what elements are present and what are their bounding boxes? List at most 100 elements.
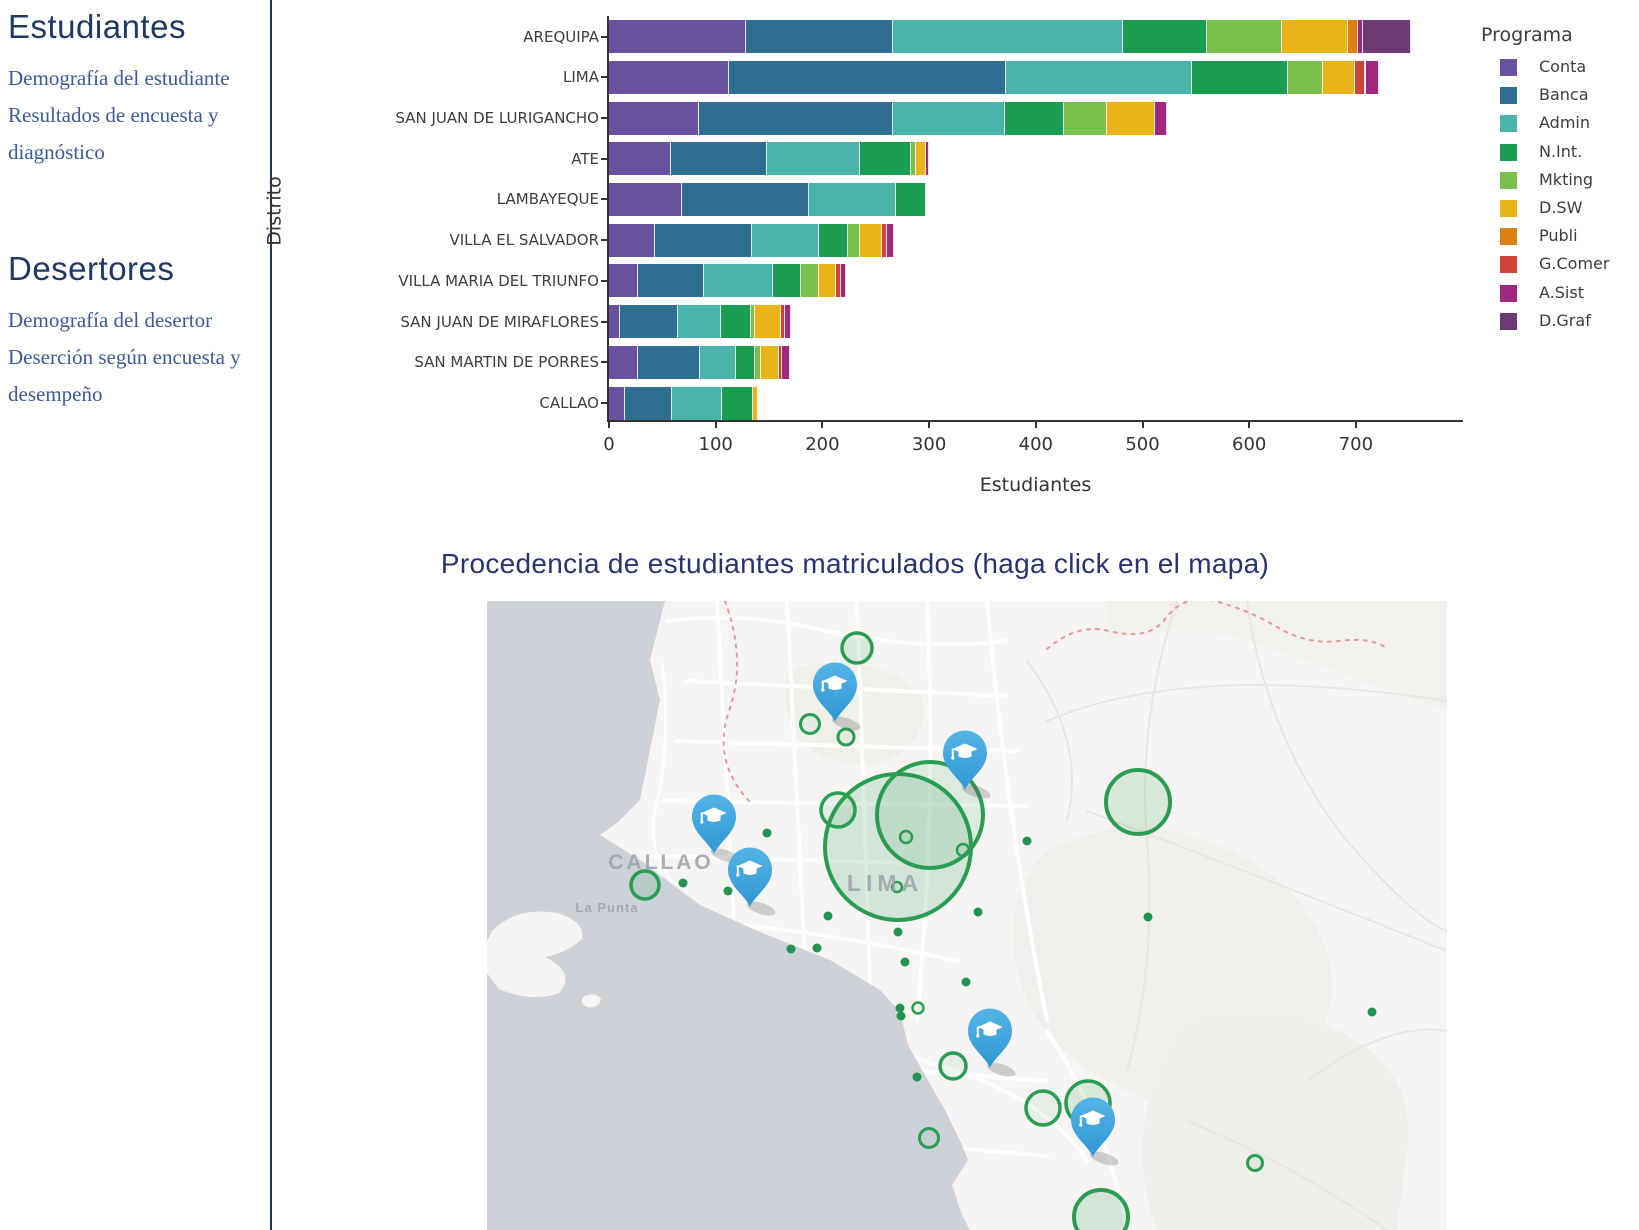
bar-segment-admin[interactable]: [893, 20, 1123, 53]
bar-segment-asist[interactable]: [841, 264, 846, 297]
bar-segment-banca[interactable]: [625, 387, 672, 420]
bar-segment-banca[interactable]: [729, 61, 1006, 94]
bar-segment-asist[interactable]: [785, 305, 791, 338]
bar-segment-dsw[interactable]: [761, 346, 779, 379]
bar-segment-asist[interactable]: [926, 142, 929, 175]
map-bubble[interactable]: [801, 715, 820, 734]
legend-swatch-conta[interactable]: [1500, 59, 1517, 76]
map-dot[interactable]: [679, 879, 688, 888]
map-bubble[interactable]: [631, 871, 659, 899]
map-bubble[interactable]: [1074, 1190, 1128, 1230]
legend-label[interactable]: Admin: [1539, 113, 1590, 132]
map-bubble[interactable]: [842, 633, 872, 663]
bar-segment-nint[interactable]: [896, 183, 926, 216]
bar-segment-dsw[interactable]: [819, 264, 836, 297]
bar-segment-mkting[interactable]: [1064, 102, 1108, 135]
bar-segment-admin[interactable]: [1006, 61, 1192, 94]
bar-segment-nint[interactable]: [722, 387, 753, 420]
bar-segment-banca[interactable]: [638, 264, 704, 297]
bar-segment-gcomer[interactable]: [1355, 61, 1366, 94]
bar-segment-dsw[interactable]: [753, 387, 758, 420]
bar-segment-dsw[interactable]: [860, 224, 882, 257]
map-dot[interactable]: [894, 928, 903, 937]
bar-segment-conta[interactable]: [609, 305, 620, 338]
bar-segment-dsw[interactable]: [755, 305, 781, 338]
bar-segment-nint[interactable]: [1005, 102, 1064, 135]
bar-segment-conta[interactable]: [609, 387, 625, 420]
map-bubble[interactable]: [1026, 1091, 1060, 1125]
bar-segment-conta[interactable]: [609, 264, 638, 297]
campus-pin[interactable]: [1071, 1098, 1120, 1169]
bar-segment-asist[interactable]: [887, 224, 893, 257]
bar-segment-dgraf[interactable]: [1363, 20, 1411, 53]
students-origin-map[interactable]: CALLAOLIMALa Punta: [487, 601, 1447, 1230]
map-dot[interactable]: [901, 958, 910, 967]
bar-segment-admin[interactable]: [672, 387, 722, 420]
legend-swatch-admin[interactable]: [1500, 115, 1517, 132]
bar-segment-asist[interactable]: [1366, 61, 1380, 94]
legend-label[interactable]: Conta: [1539, 57, 1586, 76]
bar-segment-admin[interactable]: [678, 305, 721, 338]
bar-segment-banca[interactable]: [638, 346, 700, 379]
legend-label[interactable]: Banca: [1539, 85, 1589, 104]
map-bubble[interactable]: [1248, 1156, 1263, 1171]
bar-segment-conta[interactable]: [609, 102, 699, 135]
bar-segment-admin[interactable]: [809, 183, 896, 216]
bar-segment-nint[interactable]: [860, 142, 911, 175]
bar-segment-nint[interactable]: [1123, 20, 1206, 53]
bar-segment-admin[interactable]: [700, 346, 736, 379]
legend-swatch-publi[interactable]: [1500, 228, 1517, 245]
legend-swatch-asist[interactable]: [1500, 285, 1517, 302]
bar-segment-nint[interactable]: [819, 224, 848, 257]
bar-segment-publi[interactable]: [1348, 20, 1358, 53]
bar-segment-admin[interactable]: [767, 142, 860, 175]
bar-segment-conta[interactable]: [609, 142, 671, 175]
bar-segment-mkting[interactable]: [1288, 61, 1323, 94]
legend-swatch-dsw[interactable]: [1500, 200, 1517, 217]
map-bubble[interactable]: [821, 793, 855, 827]
map-bubble[interactable]: [920, 1129, 939, 1148]
bar-segment-nint[interactable]: [1192, 61, 1288, 94]
legend-swatch-nint[interactable]: [1500, 144, 1517, 161]
bar-segment-mkting[interactable]: [848, 224, 860, 257]
bar-segment-banca[interactable]: [699, 102, 893, 135]
bar-segment-dsw[interactable]: [1107, 102, 1155, 135]
bar-segment-asist[interactable]: [1155, 102, 1167, 135]
legend-label[interactable]: N.Int.: [1539, 142, 1582, 161]
bar-segment-banca[interactable]: [620, 305, 679, 338]
map-dot[interactable]: [897, 1012, 906, 1021]
bar-segment-admin[interactable]: [752, 224, 819, 257]
bar-segment-dsw[interactable]: [916, 142, 926, 175]
map-bubble[interactable]: [940, 1053, 966, 1079]
bar-segment-conta[interactable]: [609, 20, 746, 53]
map-dot[interactable]: [1368, 1008, 1377, 1017]
bar-segment-conta[interactable]: [609, 61, 729, 94]
bar-segment-banca[interactable]: [671, 142, 767, 175]
bar-segment-dsw[interactable]: [1323, 61, 1355, 94]
legend-label[interactable]: G.Comer: [1539, 254, 1609, 273]
bar-segment-banca[interactable]: [655, 224, 752, 257]
bar-segment-nint[interactable]: [736, 346, 755, 379]
legend-swatch-banca[interactable]: [1500, 87, 1517, 104]
map-bubble[interactable]: [913, 1003, 924, 1014]
map-dot[interactable]: [962, 978, 971, 987]
map-dot[interactable]: [1144, 913, 1153, 922]
bar-segment-dsw[interactable]: [1282, 20, 1348, 53]
map-bubble[interactable]: [900, 831, 912, 843]
campus-pin[interactable]: [968, 1009, 1017, 1080]
map-dot[interactable]: [824, 912, 833, 921]
bar-segment-admin[interactable]: [704, 264, 773, 297]
bar-segment-asist[interactable]: [782, 346, 791, 379]
legend-label[interactable]: D.Graf: [1539, 311, 1591, 330]
bar-segment-conta[interactable]: [609, 183, 682, 216]
map-dot[interactable]: [1023, 837, 1032, 846]
legend-label[interactable]: Mkting: [1539, 170, 1593, 189]
map-dot[interactable]: [763, 829, 772, 838]
bar-segment-banca[interactable]: [746, 20, 893, 53]
bar-segment-mkting[interactable]: [1207, 20, 1283, 53]
bar-segment-admin[interactable]: [893, 102, 1005, 135]
map-dot[interactable]: [787, 945, 796, 954]
map-bubble[interactable]: [838, 729, 854, 745]
map-dot[interactable]: [896, 1004, 905, 1013]
map-bubble[interactable]: [1106, 770, 1170, 834]
